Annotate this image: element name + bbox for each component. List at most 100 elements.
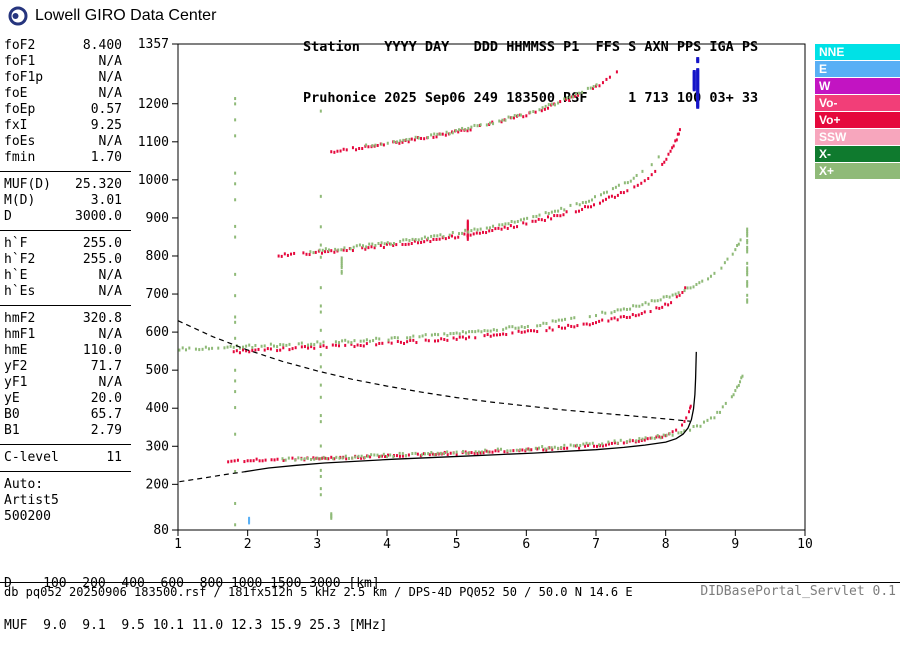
status-bar: db pq052 20250906 183500.rsf / 181fx512h… xyxy=(0,582,900,601)
es-mark-blue xyxy=(248,516,251,525)
param-row-fof1: foF1 N/A xyxy=(0,54,131,70)
y-tick-label: 900 xyxy=(146,211,169,226)
legend: NNE E W Vo- Vo+ SSW X- X+ xyxy=(815,44,900,180)
param-row-foep: foEp 0.57 xyxy=(0,102,131,118)
plot-frame xyxy=(177,43,806,531)
profile-extension-dashed xyxy=(179,471,245,483)
param-label: foF1 xyxy=(4,54,36,69)
param-label: foE xyxy=(4,86,28,101)
x-tick-label: 5 xyxy=(453,537,461,552)
param-value: 9.25 xyxy=(90,118,122,133)
param-group: hmF2 320.8 hmF1 N/A hmE 110.0 yF2 71.7 yF1 N/A yE 2… xyxy=(0,311,131,445)
param-label: hmF1 xyxy=(4,327,36,342)
es-mark-green xyxy=(330,512,333,520)
param-row-h-es: h`Es N/A xyxy=(0,284,131,300)
param-value: 255.0 xyxy=(82,252,122,267)
param-value: 3000.0 xyxy=(75,209,122,224)
param-label: B0 xyxy=(4,407,20,422)
x-axis: 1 2 3 4 5 6 7 8 9 10 xyxy=(174,530,813,552)
y-tick-label: 300 xyxy=(146,439,169,454)
param-row-d: D 3000.0 xyxy=(0,209,131,225)
param-value: 11 xyxy=(106,450,122,465)
status-source-text: db pq052 20250906 183500.rsf / 181fx512h… xyxy=(4,585,633,599)
param-row-foe: foE N/A xyxy=(0,86,131,102)
station-header: Station YYYY DAY DDD HHMMSS P1 FFS S AXN… xyxy=(303,5,758,124)
param-value: 8.400 xyxy=(82,38,122,53)
param-row-c-level: C-level 11 xyxy=(0,450,131,466)
param-label: fmin xyxy=(4,150,36,165)
param-panel: foF2 8.400 foF1 N/A foF1p N/A foE N/A foEp 0.57 fx… xyxy=(0,38,131,525)
param-row-hmf2: hmF2 320.8 xyxy=(0,311,131,327)
rfi-bar-right xyxy=(696,68,700,109)
transmission-curve-dashed xyxy=(177,320,691,422)
param-line-auto: Auto: xyxy=(4,477,44,492)
param-label: fxI xyxy=(4,118,28,133)
param-label: h`E xyxy=(4,268,28,283)
param-row-yf1: yF1 N/A xyxy=(0,375,131,391)
param-row-h-f2: h`F2 255.0 xyxy=(0,252,131,268)
param-row-fxi: fxI 9.25 xyxy=(0,118,131,134)
param-group: MUF(D) 25.320 M(D) 3.01 D 3000.0 xyxy=(0,177,131,231)
trace-o-hop4 xyxy=(330,70,618,154)
legend-item-w: W xyxy=(815,78,900,94)
param-line-artist5: Artist5 xyxy=(4,493,59,508)
param-row-b0: B0 65.7 xyxy=(0,407,131,423)
param-value: N/A xyxy=(98,375,122,390)
param-value: 65.7 xyxy=(90,407,122,422)
param-value: N/A xyxy=(98,284,122,299)
x-tick-label: 8 xyxy=(662,537,670,552)
param-label: foF2 xyxy=(4,38,36,53)
param-row-fof1p: foF1p N/A xyxy=(0,70,131,86)
x-tick-label: 7 xyxy=(592,537,600,552)
rfi-dot-top xyxy=(696,57,700,64)
param-label: B1 xyxy=(4,423,20,438)
param-row-h-e: h`E N/A xyxy=(0,268,131,284)
param-row-yf2: yF2 71.7 xyxy=(0,359,131,375)
y-tick-label: 600 xyxy=(146,325,169,340)
param-label: h`Es xyxy=(4,284,36,299)
param-value: N/A xyxy=(98,268,122,283)
param-label: C-level xyxy=(4,450,59,465)
param-row-fmin: fmin 1.70 xyxy=(0,150,131,166)
noise-column-1-8mhz xyxy=(234,97,237,527)
param-value: 0.57 xyxy=(90,102,122,117)
y-axis: 80 200 300 400 500 600 700 800 900 1000 1100 1200 13… xyxy=(138,37,178,538)
param-label: M(D) xyxy=(4,193,36,208)
y-tick-label: 80 xyxy=(153,523,169,538)
param-group: h`F 255.0 h`F2 255.0 h`E N/A h`Es N/A xyxy=(0,236,131,306)
trace-x-hop3 xyxy=(309,155,660,255)
trace-o-hop2 xyxy=(232,286,687,355)
param-label: foF1p xyxy=(4,70,44,85)
param-value: 3.01 xyxy=(90,193,122,208)
legend-item-ssw: SSW xyxy=(815,129,900,145)
param-label: h`F xyxy=(4,236,28,251)
x-cusp-column-9-2mhz xyxy=(746,227,749,304)
param-value: N/A xyxy=(98,54,122,69)
trace-o-hop3 xyxy=(277,128,681,258)
param-row-hmf1: hmF1 N/A xyxy=(0,327,131,343)
param-value: 20.0 xyxy=(90,391,122,406)
param-value: N/A xyxy=(98,327,122,342)
legend-item-e: E xyxy=(815,61,900,77)
param-row-fof2: foF2 8.400 xyxy=(0,38,131,54)
station-header-columns: Station YYYY DAY DDD HHMMSS P1 FFS S AXN… xyxy=(303,39,759,55)
param-value: 2.79 xyxy=(90,423,122,438)
param-value: N/A xyxy=(98,86,122,101)
dmuf-distance-row: D 100 200 400 600 800 1000 1500 3000 [km… xyxy=(4,576,380,591)
y-tick-label: 200 xyxy=(146,477,169,492)
param-row-foes: foEs N/A xyxy=(0,134,131,150)
x-tick-label: 3 xyxy=(313,537,321,552)
y-tick-label: 800 xyxy=(146,249,169,264)
param-label: yF1 xyxy=(4,375,28,390)
x-tick-label: 9 xyxy=(731,537,739,552)
param-row-m-d: M(D) 3.01 xyxy=(0,193,131,209)
param-label: D xyxy=(4,209,12,224)
artist-profile-line xyxy=(244,351,697,473)
brand: Lowell GIRO Data Center xyxy=(8,6,216,26)
y-tick-label: 700 xyxy=(146,287,169,302)
param-value: 1.70 xyxy=(90,150,122,165)
y-tick-label: 1100 xyxy=(138,135,169,150)
trace-o-hop1 xyxy=(227,404,692,464)
param-row-h-f: h`F 255.0 xyxy=(0,236,131,252)
param-value: N/A xyxy=(98,134,122,149)
